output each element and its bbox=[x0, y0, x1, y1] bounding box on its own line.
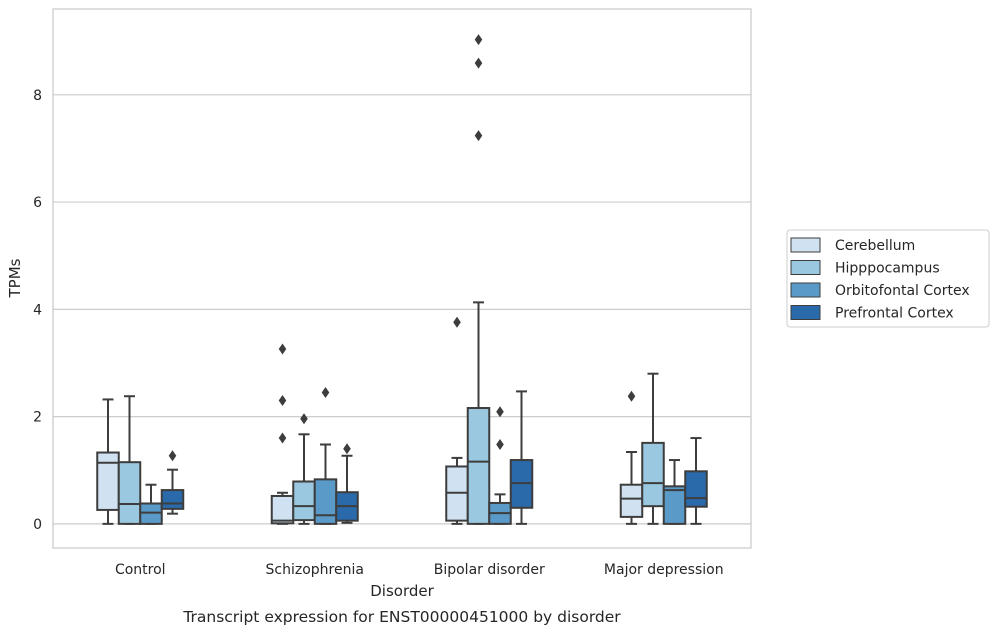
box-iqr bbox=[160, 489, 185, 510]
box-0-0 bbox=[96, 398, 120, 525]
x-tick-label: Major depression bbox=[604, 562, 724, 578]
y-tick-label: 0 bbox=[33, 517, 42, 533]
box-iqr bbox=[313, 478, 338, 525]
y-axis-label: TPMs bbox=[6, 258, 24, 298]
box-0-1 bbox=[117, 395, 142, 525]
outlier-point bbox=[474, 57, 483, 69]
y-tick-label: 6 bbox=[33, 195, 42, 211]
legend-label: Prefrontal Cortex bbox=[835, 306, 954, 322]
outlier-point bbox=[278, 432, 287, 444]
x-tick-label: Control bbox=[115, 562, 166, 578]
box-plot-marks bbox=[96, 34, 708, 525]
legend-swatch bbox=[790, 305, 821, 320]
outlier-point bbox=[278, 343, 287, 355]
box-1-0 bbox=[270, 343, 295, 525]
box-2-2 bbox=[488, 406, 512, 525]
outlier-point bbox=[453, 316, 461, 328]
outlier-point bbox=[474, 130, 483, 142]
y-tick-label: 2 bbox=[33, 410, 42, 426]
box-iqr bbox=[139, 502, 163, 525]
legend-label: Cerebellum bbox=[835, 238, 915, 254]
box-2-1 bbox=[466, 34, 491, 525]
legend-swatch bbox=[790, 237, 821, 253]
box-iqr bbox=[619, 483, 644, 518]
legend-label: Hipppocampus bbox=[835, 261, 940, 277]
outlier-point bbox=[168, 450, 177, 462]
box-1-2 bbox=[313, 386, 338, 525]
outlier-point bbox=[627, 390, 636, 402]
box-iqr bbox=[292, 480, 316, 522]
box-iqr bbox=[270, 494, 295, 525]
legend-swatch bbox=[790, 260, 821, 275]
box-3-3 bbox=[684, 437, 708, 525]
box-3-2 bbox=[662, 459, 687, 525]
box-iqr bbox=[117, 461, 142, 525]
box-iqr bbox=[662, 485, 687, 525]
outlier-point bbox=[343, 443, 351, 455]
chart-caption: Transcript expression for ENST0000045100… bbox=[182, 608, 621, 626]
outlier-point bbox=[496, 438, 504, 450]
y-tick-label: 8 bbox=[33, 88, 42, 104]
legend-frame bbox=[786, 229, 990, 328]
box-2-0 bbox=[445, 316, 469, 525]
outlier-point bbox=[321, 386, 330, 398]
x-axis-ticks: Control Schizophrenia Bipolar disorder Majo… bbox=[115, 562, 724, 578]
x-tick-label: Schizophrenia bbox=[266, 562, 364, 578]
box-iqr bbox=[466, 407, 491, 525]
outlier-point bbox=[474, 34, 483, 46]
x-tick-label: Bipolar disorder bbox=[434, 562, 545, 578]
box-iqr bbox=[641, 441, 665, 508]
x-axis-label: Disorder bbox=[370, 582, 434, 600]
y-axis-ticks: 0 2 4 6 8 bbox=[33, 88, 42, 533]
box-iqr bbox=[96, 451, 120, 511]
box-iqr bbox=[684, 470, 708, 508]
plot-background bbox=[53, 9, 751, 548]
legend: Cerebellum Hipppocampus Orbitofontal Corte… bbox=[786, 229, 990, 328]
box-3-1 bbox=[641, 372, 665, 525]
legend-swatch bbox=[790, 282, 821, 298]
plot-frame bbox=[52, 8, 752, 549]
outlier-point bbox=[278, 395, 287, 407]
outlier-point bbox=[300, 413, 308, 425]
legend-label: Orbitofontal Cortex bbox=[835, 283, 970, 299]
box-1-3 bbox=[335, 443, 359, 524]
box-2-3 bbox=[509, 390, 534, 525]
box-0-3 bbox=[160, 450, 185, 515]
y-tick-label: 4 bbox=[33, 302, 42, 318]
outlier-point bbox=[496, 406, 504, 418]
box-0-2 bbox=[139, 483, 163, 525]
